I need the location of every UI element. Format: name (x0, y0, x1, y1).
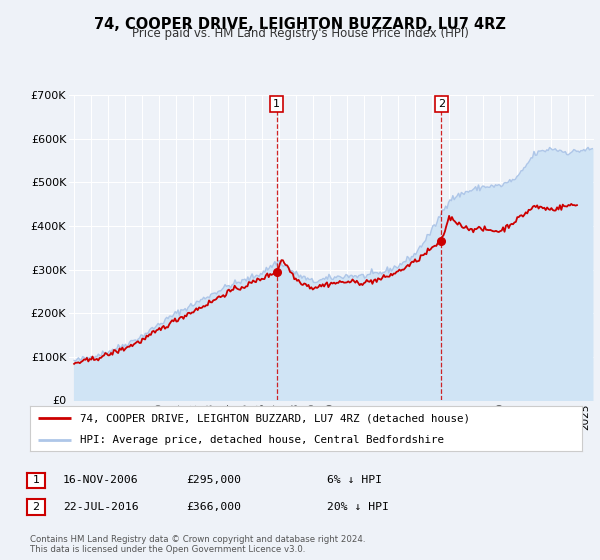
Text: 1: 1 (32, 475, 40, 486)
Text: HPI: Average price, detached house, Central Bedfordshire: HPI: Average price, detached house, Cent… (80, 435, 443, 445)
Text: Price paid vs. HM Land Registry's House Price Index (HPI): Price paid vs. HM Land Registry's House … (131, 27, 469, 40)
Text: 22-JUL-2016: 22-JUL-2016 (63, 502, 139, 512)
Text: Contains HM Land Registry data © Crown copyright and database right 2024.: Contains HM Land Registry data © Crown c… (30, 535, 365, 544)
Text: 74, COOPER DRIVE, LEIGHTON BUZZARD, LU7 4RZ (detached house): 74, COOPER DRIVE, LEIGHTON BUZZARD, LU7 … (80, 413, 470, 423)
Text: £366,000: £366,000 (186, 502, 241, 512)
Text: This data is licensed under the Open Government Licence v3.0.: This data is licensed under the Open Gov… (30, 545, 305, 554)
Text: 74, COOPER DRIVE, LEIGHTON BUZZARD, LU7 4RZ: 74, COOPER DRIVE, LEIGHTON BUZZARD, LU7 … (94, 17, 506, 32)
Text: 2: 2 (32, 502, 40, 512)
Text: 20% ↓ HPI: 20% ↓ HPI (327, 502, 389, 512)
Text: £295,000: £295,000 (186, 475, 241, 486)
Text: 16-NOV-2006: 16-NOV-2006 (63, 475, 139, 486)
Text: 2: 2 (438, 99, 445, 109)
Text: 6% ↓ HPI: 6% ↓ HPI (327, 475, 382, 486)
Text: 1: 1 (273, 99, 280, 109)
